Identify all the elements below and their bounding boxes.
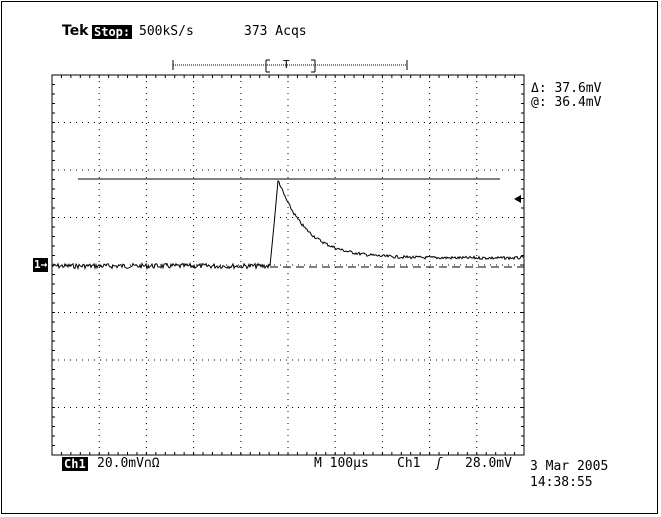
trigger-position-marker-icon: T [283,58,290,71]
run-state-badge: Stop: [92,25,133,39]
trigger-source-readout: Ch1 [397,456,421,471]
waveform-trace [51,180,525,271]
trigger-level-readout: 28.0mV [465,456,512,471]
at-readout: @: 36.4mV [531,95,602,110]
timebase-readout: M 100μs [314,456,369,471]
brand-label: Tek [62,23,89,39]
channel-1-ground-marker-icon: 1→ [33,258,49,272]
date-readout: 3 Mar 2005 [530,459,609,474]
trigger-slope-icon: ʃ [435,456,443,471]
time-readout: 14:38:55 [530,475,593,490]
acquisition-count-readout: 373 Acqs [244,24,307,39]
channel-label-badge: Ch1 [62,457,88,471]
volts-per-div-readout: 20.0mV∩Ω [97,456,160,471]
delta-readout: Δ: 37.6mV [531,81,602,96]
sample-rate-readout: 500kS/s [139,24,194,39]
